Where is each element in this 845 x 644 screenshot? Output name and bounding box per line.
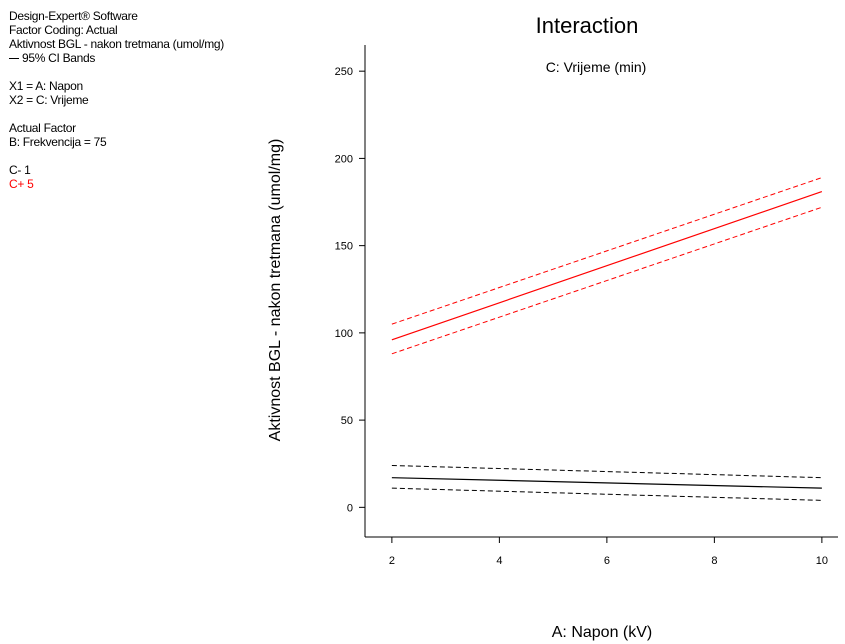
response-label: Aktivnost BGL - nakon tretmana (umol/mg) xyxy=(9,37,224,51)
y-tick-label: 100 xyxy=(335,328,353,340)
software-label: Design-Expert® Software xyxy=(9,9,138,23)
x-tick-label: 4 xyxy=(496,555,502,567)
series-low-label: C- 1 xyxy=(9,163,31,177)
x-tick-label: 10 xyxy=(816,555,828,567)
y-axis-label: Aktivnost BGL - nakon tretmana (umol/mg) xyxy=(267,139,284,442)
x-tick-label: 2 xyxy=(389,555,395,567)
chart-ticks: 0 50 100 150 200 250 2 4 6 8 10 xyxy=(335,66,828,567)
actual-factor-title: Actual Factor xyxy=(9,121,76,135)
chart-axes xyxy=(364,45,838,538)
series-high-lower-ci-line xyxy=(391,206,823,355)
ci-line-swatch xyxy=(9,57,19,59)
series-low-lower-ci-line xyxy=(391,487,822,501)
series-high-mean-line xyxy=(391,190,823,341)
ci-bands-label: 95% CI Bands xyxy=(22,51,96,65)
y-tick-label: 200 xyxy=(335,153,353,165)
series-high-label: C+ 5 xyxy=(9,177,34,191)
x-tick-label: 8 xyxy=(711,555,717,567)
x1-label: X1 = A: Napon xyxy=(9,79,83,93)
x-tick-label: 6 xyxy=(604,555,610,567)
series-low-upper-ci-line xyxy=(391,464,822,479)
y-tick-label: 150 xyxy=(335,241,353,253)
chart-subtitle: C: Vrijeme (min) xyxy=(546,59,647,75)
y-tick-label: 250 xyxy=(335,66,353,78)
x2-label: X2 = C: Vrijeme xyxy=(9,93,89,107)
chart-series xyxy=(391,177,823,501)
series-high-upper-ci-line xyxy=(391,177,823,325)
y-tick-label: 50 xyxy=(341,415,353,427)
actual-factor-value: B: Frekvencija = 75 xyxy=(9,135,107,149)
y-tick-label: 0 xyxy=(347,502,353,514)
chart-title: Interaction xyxy=(536,13,639,38)
ci-bands-legend: 95% CI Bands xyxy=(9,51,224,65)
x-axis-label: A: Napon (kV) xyxy=(552,624,652,641)
factor-coding-label: Factor Coding: Actual xyxy=(9,23,118,37)
series-low-mean-line xyxy=(391,477,822,489)
legend-panel: Design-Expert® Software Factor Coding: A… xyxy=(9,9,224,191)
